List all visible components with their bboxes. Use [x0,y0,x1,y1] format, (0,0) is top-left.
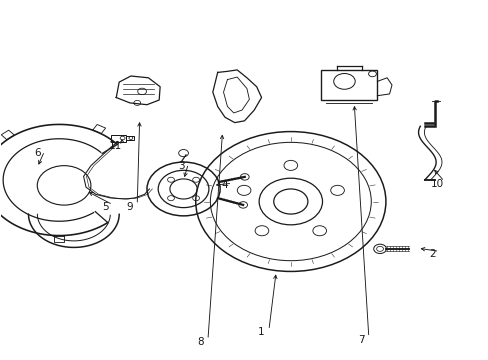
Text: 3: 3 [178,161,184,171]
Text: 11: 11 [108,141,122,151]
Text: 5: 5 [102,202,109,212]
Text: 6: 6 [34,148,41,158]
Text: 10: 10 [429,179,443,189]
Text: 8: 8 [197,337,203,347]
Text: 9: 9 [126,202,133,212]
Bar [126,136,134,140]
Bar [321,70,377,100]
Text: 4: 4 [221,180,228,190]
Text: 2: 2 [428,248,435,258]
Text: 1: 1 [258,327,264,337]
Text: 7: 7 [358,334,364,345]
Bar [111,135,126,141]
